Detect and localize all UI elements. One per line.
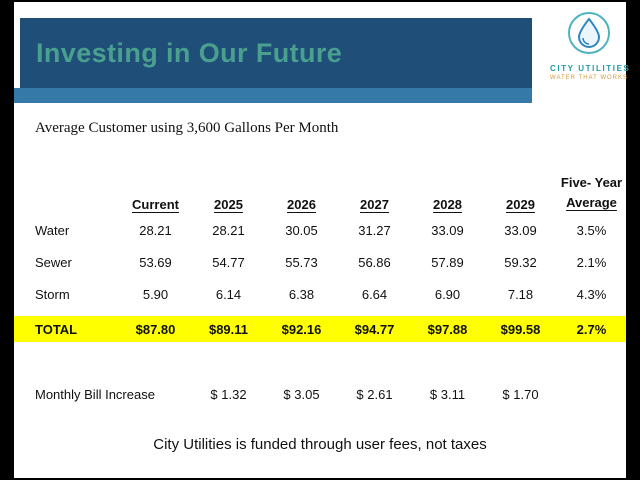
table-row-monthly-bill-increase: Monthly Bill Increase $ 1.32 $ 3.05 $ 2.…	[14, 378, 626, 410]
table-cell: 6.14	[215, 286, 242, 302]
row-label: Storm	[35, 286, 70, 302]
rate-table: Current 2025 2026 2027 2028 2029 Five- Y…	[14, 164, 626, 410]
slide-subtitle: Average Customer using 3,600 Gallons Per…	[35, 120, 339, 136]
table-cell: $ 3.11	[429, 386, 466, 402]
table-row-water: Water 28.21 28.21 30.05 31.27 33.09 33.0…	[14, 214, 626, 246]
logo-tagline: WATER THAT WORKS	[550, 75, 629, 81]
presentation-slide: Investing in Our Future CITY UTILITIES W…	[14, 2, 631, 478]
table-cell: $92.16	[281, 321, 322, 337]
table-cell: 5.90	[142, 286, 169, 302]
row-label: TOTAL	[35, 321, 78, 337]
table-cell: 33.09	[504, 222, 537, 238]
table-cell: $97.88	[427, 321, 468, 337]
table-cell: 54.77	[212, 254, 245, 270]
table-cell: $99.58	[500, 321, 541, 337]
col-header-current: Current	[132, 197, 179, 212]
table-cell: 30.05	[285, 222, 318, 238]
title-banner: Investing in Our Future	[20, 18, 532, 88]
five-year-line2: Average	[566, 194, 617, 210]
five-year-line1: Five- Year	[560, 175, 623, 190]
logo-wordmark: CITY UTILITIES	[550, 64, 631, 73]
table-row-total: TOTAL $87.80 $89.11 $92.16 $94.77 $97.88…	[14, 316, 626, 342]
table-cell-average: 3.5%	[576, 222, 607, 238]
col-header-five-year-average: Five- Year Average	[557, 173, 626, 212]
table-cell: 59.32	[504, 254, 537, 270]
table-cell: 56.86	[358, 254, 391, 270]
table-cell: 6.64	[361, 286, 388, 302]
table-row-storm: Storm 5.90 6.14 6.38 6.64 6.90 7.18 4.3%	[14, 278, 626, 310]
table-cell: 7.18	[507, 286, 534, 302]
table-cell: $ 3.05	[283, 386, 320, 402]
table-cell-average: 2.7%	[576, 321, 607, 337]
page-title: Investing in Our Future	[36, 37, 343, 68]
table-cell: 55.73	[285, 254, 318, 270]
table-row-sewer: Sewer 53.69 54.77 55.73 56.86 57.89 59.3…	[14, 246, 626, 278]
table-cell: 6.38	[288, 286, 315, 302]
col-header-2025: 2025	[214, 197, 243, 212]
table-cell: 28.21	[212, 222, 245, 238]
table-cell: $89.11	[208, 321, 249, 337]
table-cell: $94.77	[354, 321, 395, 337]
water-droplet-icon	[566, 12, 612, 60]
city-utilities-logo: CITY UTILITIES WATER THAT WORKS	[550, 10, 631, 81]
table-header-row: Current 2025 2026 2027 2028 2029 Five- Y…	[14, 164, 626, 214]
slide-footer-note: City Utilities is funded through user fe…	[153, 436, 487, 453]
table-cell: $87.80	[135, 321, 176, 337]
col-header-2026: 2026	[287, 197, 316, 212]
table-cell: $ 2.61	[356, 386, 393, 402]
col-header-2028: 2028	[433, 197, 462, 212]
col-header-2027: 2027	[360, 197, 389, 212]
col-header-2029: 2029	[506, 197, 535, 212]
table-cell: 31.27	[358, 222, 391, 238]
table-cell: 53.69	[139, 254, 172, 270]
row-label: Monthly Bill Increase	[35, 386, 155, 402]
row-label: Sewer	[35, 254, 72, 270]
table-cell: $ 1.70	[502, 386, 539, 402]
table-cell-average: 4.3%	[576, 286, 607, 302]
table-cell: 6.90	[434, 286, 461, 302]
table-cell-average: 2.1%	[576, 254, 607, 270]
table-cell: 28.21	[139, 222, 172, 238]
table-cell: $ 1.32	[210, 386, 247, 402]
table-cell: 33.09	[431, 222, 464, 238]
table-cell: 57.89	[431, 254, 464, 270]
row-label: Water	[35, 222, 70, 238]
banner-accent-strip	[14, 88, 532, 103]
